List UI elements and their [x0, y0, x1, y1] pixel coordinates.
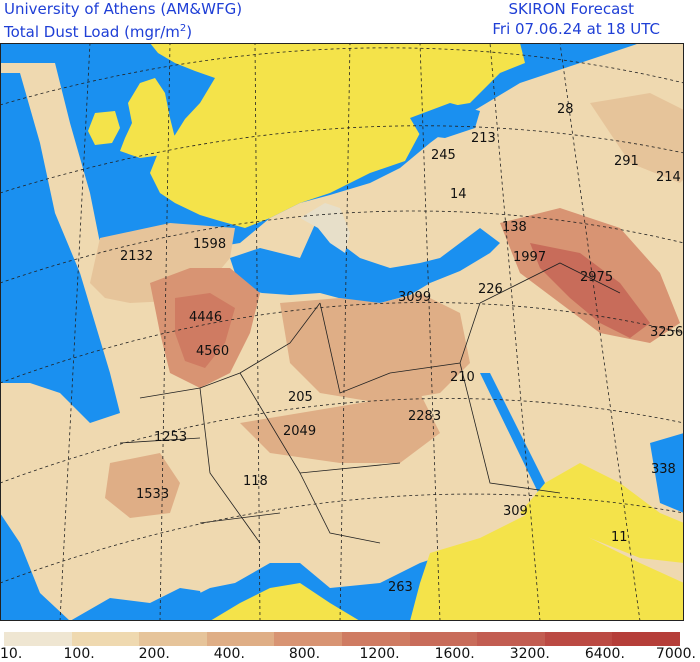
valid-time: Fri 07.06.24 at 18 UTC [492, 20, 660, 38]
dust-value: 118 [243, 474, 268, 489]
land-scandinavia [225, 43, 300, 78]
land-europe [150, 43, 525, 228]
legend-label: 7000. [655, 646, 696, 662]
institution-title: University of Athens (AM&WFG) [4, 0, 243, 18]
dust-value: 210 [450, 370, 475, 385]
model-name: SKIRON Forecast [508, 0, 634, 18]
legend-label: 1200. [359, 646, 400, 662]
unit-exponent: 2 [179, 23, 187, 34]
dust-patch-sahel [240, 393, 440, 463]
dust-patch-libya [280, 293, 470, 403]
dust-value: 11 [611, 530, 628, 545]
atlantic-sea [0, 73, 120, 423]
dust-value: 28 [557, 102, 574, 117]
map-frame [0, 43, 684, 621]
dust-value: 2049 [283, 424, 316, 439]
dust-patch-iraq [530, 243, 650, 338]
legend-swatch [274, 632, 342, 646]
dust-values: 28 213 245 291 214 14 138 1598 2132 1997… [120, 102, 683, 595]
dust-value: 4560 [196, 344, 229, 359]
dust-value: 214 [656, 170, 681, 185]
product-title: Total Dust Load (mgr/m2) [4, 20, 192, 41]
legend-swatch [544, 632, 613, 646]
red-sea [480, 373, 560, 521]
product-title-text: Total Dust Load (mgr/m [4, 23, 180, 41]
dust-value: 2283 [408, 409, 441, 424]
legend-label: 1600. [434, 646, 475, 662]
dust-value: 1997 [513, 250, 546, 265]
mediterranean-sea [230, 208, 500, 303]
dust-patch-mali [105, 453, 180, 518]
dust-value: 14 [450, 187, 467, 202]
dust-value: 338 [651, 462, 676, 477]
dust-patch-atlas-core [175, 293, 235, 368]
dust-value: 1253 [154, 430, 187, 445]
dust-value: 3099 [398, 290, 431, 305]
country-borders [119, 262, 621, 544]
legend-label: 800. [288, 646, 321, 662]
dust-value: 2975 [580, 270, 613, 285]
black-sea [410, 103, 480, 138]
legend-label: 3200. [509, 646, 550, 662]
land-arabia-low [520, 463, 684, 563]
dust-value: 263 [388, 580, 413, 595]
dust-load-map: 28 213 245 291 214 14 138 1598 2132 1997… [0, 43, 684, 621]
dust-value: 4446 [189, 310, 222, 325]
legend-swatch [206, 632, 275, 646]
dust-value: 226 [478, 282, 503, 297]
product-title-suffix: ) [186, 23, 193, 41]
land-west-africa-low [210, 583, 360, 621]
sea-east-edge [650, 433, 684, 513]
dust-value: 3256 [650, 325, 683, 340]
land-south-low [410, 513, 684, 621]
color-legend [4, 632, 680, 646]
legend-label: 400. [213, 646, 245, 662]
legend-swatch [477, 632, 545, 646]
legend-label: 10. [0, 646, 23, 662]
land-ireland [88, 111, 120, 145]
dust-value: 138 [502, 220, 527, 235]
legend-swatch [409, 632, 478, 646]
dust-value: 205 [288, 390, 313, 405]
legend-swatch [4, 632, 72, 646]
graticule [0, 43, 684, 621]
dust-value: 2132 [120, 249, 153, 264]
land-britain [120, 78, 175, 158]
dust-value: 309 [503, 504, 528, 519]
legend-label: 6400. [584, 646, 625, 662]
legend-swatch [71, 632, 140, 646]
dust-value: 291 [614, 154, 639, 169]
legend-label: 200. [138, 646, 170, 662]
dust-value: 245 [431, 148, 456, 163]
legend-swatch [341, 632, 410, 646]
legend-swatch [139, 632, 207, 646]
dust-patch-iran [590, 93, 684, 183]
dust-value: 213 [471, 131, 496, 146]
dust-value: 1533 [136, 487, 169, 502]
legend-swatch [612, 632, 680, 646]
dust-value: 1598 [193, 237, 226, 252]
gulf-of-guinea [70, 588, 210, 621]
legend-label: 100. [63, 646, 95, 662]
